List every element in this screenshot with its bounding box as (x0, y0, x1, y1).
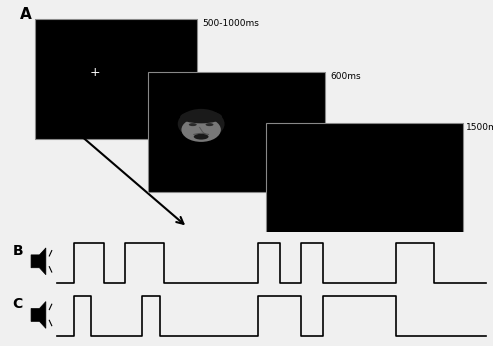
Bar (148, 72, 325, 192)
Polygon shape (31, 248, 46, 275)
Ellipse shape (194, 134, 209, 139)
Text: Time: Time (59, 130, 83, 140)
Text: 1500ms: 1500ms (466, 123, 493, 132)
Polygon shape (31, 301, 46, 328)
Ellipse shape (180, 111, 222, 124)
Text: C: C (12, 297, 23, 311)
Text: 500-1000ms: 500-1000ms (202, 19, 259, 28)
Bar (266, 123, 463, 244)
Ellipse shape (206, 123, 213, 126)
Ellipse shape (177, 109, 224, 139)
Text: A: A (20, 7, 32, 22)
Ellipse shape (181, 118, 221, 142)
Text: 600ms: 600ms (330, 72, 361, 81)
Ellipse shape (189, 123, 197, 126)
Bar (35, 19, 197, 139)
Text: +: + (89, 66, 100, 79)
Text: B: B (12, 244, 23, 257)
